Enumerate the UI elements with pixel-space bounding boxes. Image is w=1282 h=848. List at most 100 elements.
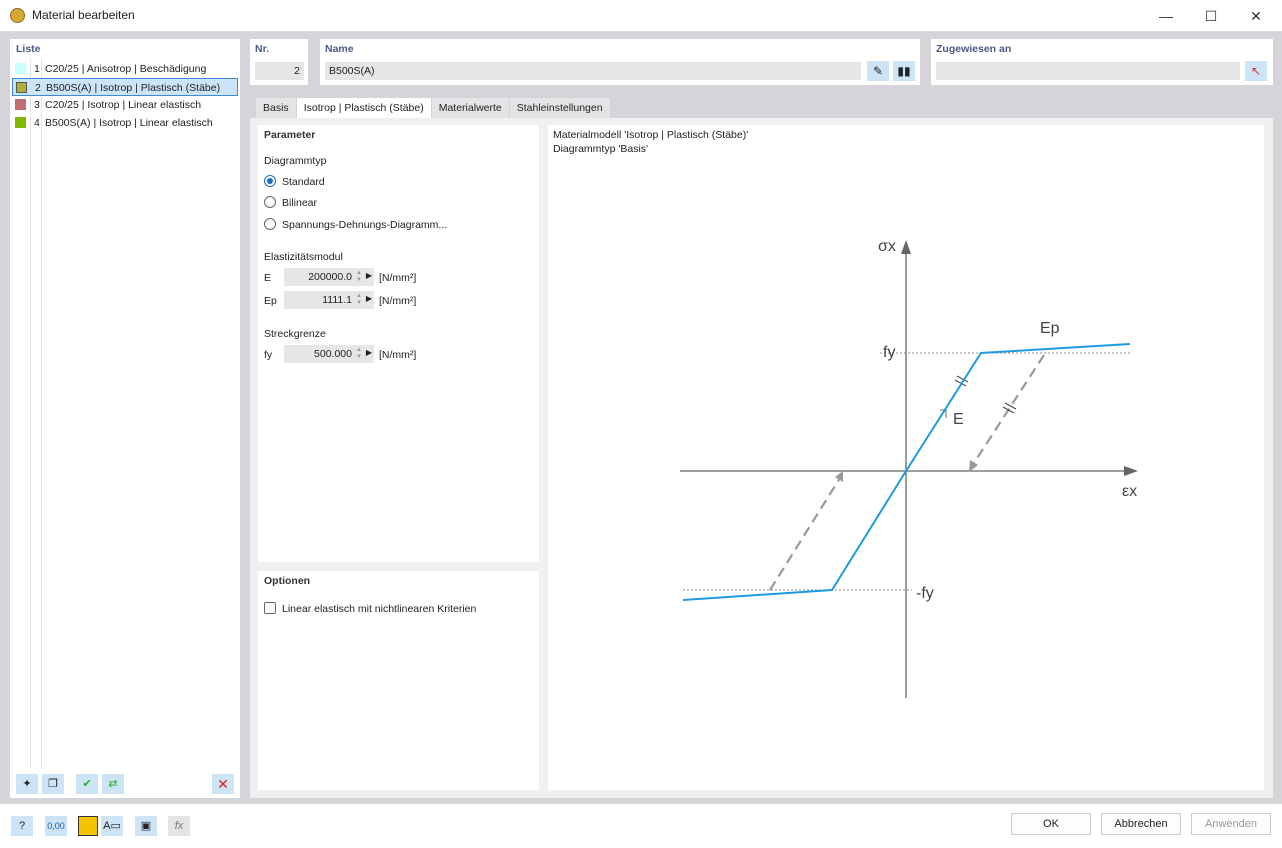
list-item-selected[interactable]: 2 B500S(A) | Isotrop | Plastisch (Stäbe) <box>12 78 238 96</box>
item-number: 4 <box>34 117 40 129</box>
list-header: Liste <box>16 43 41 55</box>
item-label: B500S(A) | Isotrop | Linear elastisch <box>45 117 213 129</box>
item-number: 2 <box>35 82 41 94</box>
apply-button[interactable]: Anwenden <box>1191 813 1271 835</box>
nr-panel: Nr. 2 <box>250 39 308 85</box>
unload-path-lower <box>769 477 841 591</box>
help-icon[interactable]: ? <box>11 816 33 836</box>
reload-arrow <box>835 471 843 482</box>
tick-mark <box>954 379 967 387</box>
minimize-button[interactable]: — <box>1159 8 1173 24</box>
item-number: 1 <box>34 63 40 75</box>
tab-materialwerte[interactable]: Materialwerte <box>431 98 509 118</box>
assigned-label: Zugewiesen an <box>936 43 1012 55</box>
spinner-icon[interactable]: ▲ ▼ <box>356 347 362 360</box>
list-item[interactable]: 4 B500S(A) | Isotrop | Linear elastisch <box>12 114 238 132</box>
units-icon[interactable]: 0,00 <box>45 816 67 836</box>
spinner-icon[interactable]: ▲ ▼ <box>356 270 362 283</box>
radio-standard[interactable] <box>264 175 276 187</box>
edit-name-icon[interactable]: ✎ <box>867 61 889 81</box>
name-label: Name <box>325 43 354 55</box>
title-bar: Material bearbeiten — ☐ ✕ <box>0 0 1282 32</box>
formula-icon[interactable]: fx <box>168 816 190 836</box>
Ep-text: Ep <box>1040 320 1060 337</box>
eps-label: εx <box>1122 483 1137 500</box>
cancel-button[interactable]: Abbrechen <box>1101 813 1181 835</box>
color-swatch <box>16 82 27 93</box>
item-label: B500S(A) | Isotrop | Plastisch (Stäbe) <box>46 82 221 94</box>
tab-bar: Basis Isotrop | Plastisch (Stäbe) Materi… <box>256 98 610 118</box>
y-axis-arrow <box>901 240 911 254</box>
sigma-label: σx <box>878 238 896 255</box>
list-item[interactable]: 1 C20/25 | Anisotrop | Beschädigung <box>12 60 238 78</box>
delete-button[interactable]: ✕ <box>212 774 234 794</box>
parameter-header: Parameter <box>264 129 316 141</box>
fy-input[interactable]: 500.000 ▲ ▼ ▶ <box>284 345 374 363</box>
diagram-model-text: Materialmodell 'Isotrop | Plastisch (Stä… <box>553 129 749 141</box>
radio-standard-label: Standard <box>282 176 325 188</box>
app-icon <box>10 8 25 23</box>
toggle-check-button[interactable]: ⇄ <box>102 774 124 794</box>
spinner-icon[interactable]: ▲ ▼ <box>356 293 362 306</box>
play-arrow-icon[interactable]: ▶ <box>365 294 372 303</box>
stress-strain-curve <box>682 343 1131 601</box>
tab-isotrop-plastisch[interactable]: Isotrop | Plastisch (Stäbe) <box>296 98 431 118</box>
nr-field[interactable]: 2 <box>255 62 304 80</box>
Ep-input[interactable]: 1111.1 ▲ ▼ ▶ <box>284 291 374 309</box>
Ep-value: 1111.1 <box>322 294 352 306</box>
play-arrow-icon[interactable]: ▶ <box>365 348 372 357</box>
diagram-type-text: Diagrammtyp 'Basis' <box>553 143 649 155</box>
nr-label: Nr. <box>255 43 270 55</box>
list-item[interactable]: 3 C20/25 | Isotrop | Linear elastisch <box>12 96 238 114</box>
fy-label: fy <box>264 349 273 361</box>
slope-E-marker <box>940 409 947 418</box>
assigned-panel: Zugewiesen an ↖ <box>931 39 1273 85</box>
select-pointer-icon[interactable]: ↖ <box>1245 61 1267 81</box>
radio-stress-strain[interactable] <box>264 218 276 230</box>
radio-bilinear[interactable] <box>264 196 276 208</box>
item-label: C20/25 | Isotrop | Linear elastisch <box>45 99 202 111</box>
diagram-type-label: Diagrammtyp <box>264 155 327 167</box>
fy-text: fy <box>883 344 895 361</box>
E-input[interactable]: 200000.0 ▲ ▼ ▶ <box>284 268 374 286</box>
color-icon[interactable] <box>78 816 98 836</box>
play-arrow-icon[interactable]: ▶ <box>365 271 372 280</box>
close-button[interactable]: ✕ <box>1250 8 1262 24</box>
copy-material-button[interactable]: ❐ <box>42 774 64 794</box>
color-swatch <box>15 63 26 74</box>
tick-mark <box>1002 406 1015 414</box>
check-all-button[interactable]: ✔ <box>76 774 98 794</box>
stress-strain-diagram: σx εx fy -fy E Ep <box>680 238 1138 698</box>
tick-mark <box>956 375 969 383</box>
fy-unit: [N/mm²] <box>379 349 417 361</box>
item-number: 3 <box>34 99 40 111</box>
Ep-label: Ep <box>264 295 277 307</box>
fy-value: 500.000 <box>314 348 352 360</box>
color-swatch <box>15 99 26 110</box>
name-panel: Name B500S(A) ✎ ▮▮ <box>320 39 920 85</box>
new-material-button[interactable]: ✦ <box>16 774 38 794</box>
x-axis-arrow <box>1124 466 1138 476</box>
radio-bilinear-label: Bilinear <box>282 197 318 209</box>
tab-stahleinstellungen[interactable]: Stahleinstellungen <box>509 98 610 118</box>
library-book-icon[interactable]: ▮▮ <box>893 61 915 81</box>
tick-mark <box>1004 402 1017 410</box>
assigned-field[interactable] <box>936 62 1240 80</box>
display-settings-icon[interactable]: A▭ <box>101 816 123 836</box>
elasticity-label: Elastizitätsmodul <box>264 251 343 263</box>
ok-button[interactable]: OK <box>1011 813 1091 835</box>
E-unit: [N/mm²] <box>379 272 417 284</box>
linear-elastic-checkbox[interactable] <box>264 602 276 614</box>
parameter-panel: Parameter Diagrammtyp Standard Bilinear … <box>258 125 539 562</box>
window-title: Material bearbeiten <box>32 8 135 22</box>
name-field[interactable]: B500S(A) <box>325 62 861 80</box>
tab-basis[interactable]: Basis <box>256 98 296 118</box>
view-icon[interactable]: ▣ <box>135 816 157 836</box>
color-swatch <box>15 117 26 128</box>
options-header: Optionen <box>264 575 311 587</box>
neg-fy-text: -fy <box>916 585 934 602</box>
unload-path-upper <box>971 354 1045 467</box>
maximize-button[interactable]: ☐ <box>1204 8 1218 24</box>
Ep-unit: [N/mm²] <box>379 295 417 307</box>
E-text: E <box>953 411 964 428</box>
